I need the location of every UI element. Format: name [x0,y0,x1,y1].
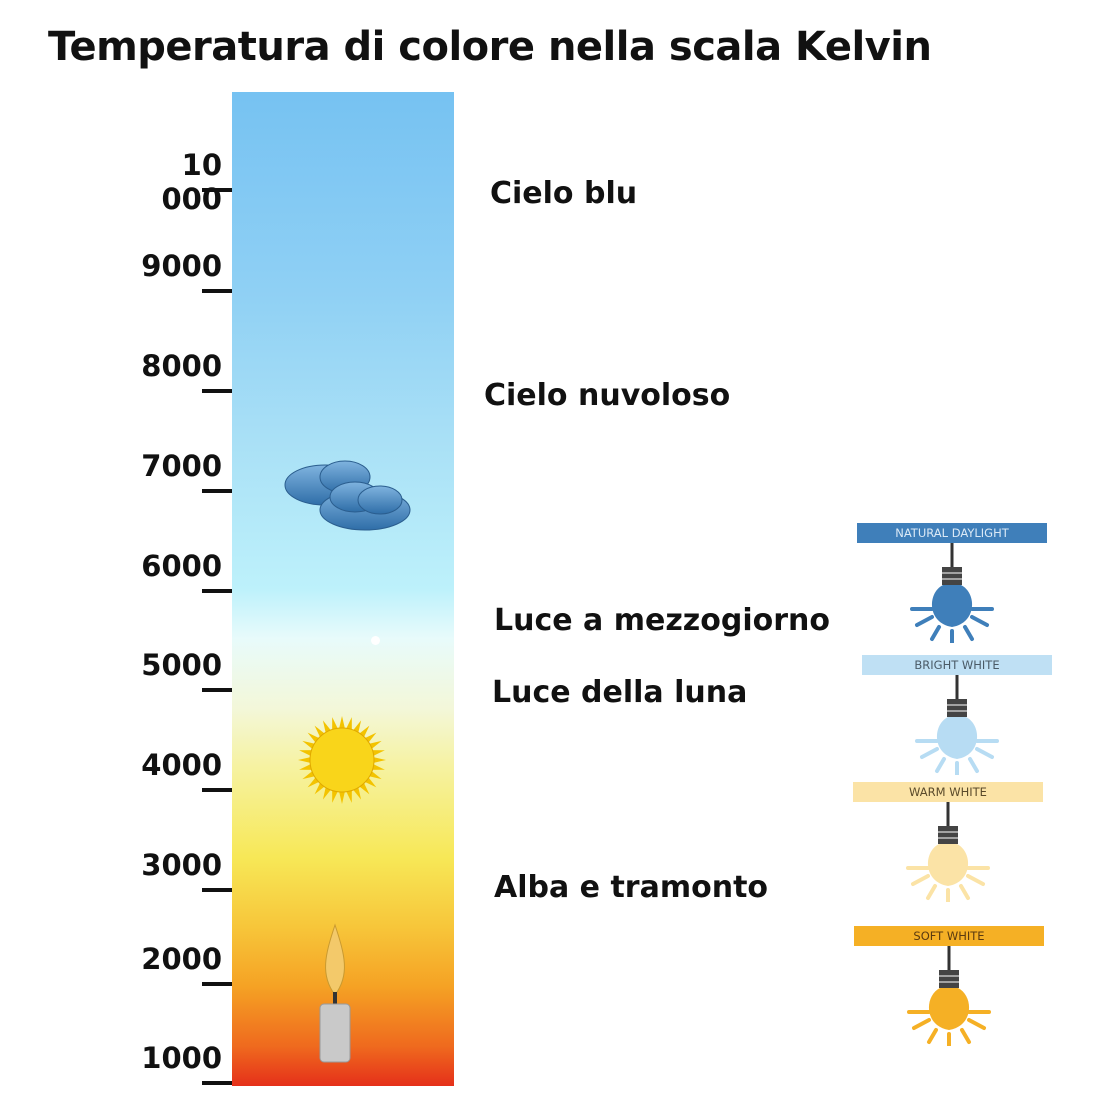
label-luce-mezzogiorno: Luce a mezzogiorno [494,603,831,638]
moon-icon [371,636,380,645]
scale-tick [202,389,232,393]
scale-tick [202,289,232,293]
scale-tick-label: 8000 [141,349,222,383]
bulb-warm-white: WARM WHITE [853,782,1043,902]
scale-tick-label: 5000 [141,648,222,682]
label-cielo-nuvoloso: Cielo nuvoloso [484,378,731,413]
sun-icon [298,716,386,804]
page-title: Temperatura di colore nella scala Kelvin [48,24,932,70]
light-bulb-icon [906,802,990,902]
bulb-bright-white: BRIGHT WHITE [862,655,1052,775]
bulb-label: BRIGHT WHITE [862,655,1052,675]
scale-tick-label: 4000 [141,748,222,782]
label-alba-tramonto: Alba e tramonto [494,870,769,905]
scale-tick-label: 7000 [141,449,222,483]
scale-tick-label: 3000 [141,848,222,882]
bulb-label: SOFT WHITE [854,926,1044,946]
scale-tick [202,489,232,493]
scale-tick [202,589,232,593]
light-bulb-icon [907,946,991,1046]
scale-tick [202,888,232,892]
color-temperature-gradient-bar [232,92,454,1086]
candle-icon [319,923,351,1063]
scale-tick-label: 2000 [141,942,222,976]
scale-tick [202,688,232,692]
light-bulb-icon [915,675,999,775]
light-bulb-icon [910,543,994,643]
label-cielo-blu: Cielo blu [490,176,638,211]
scale-tick-label: 9000 [141,249,222,283]
bulb-soft-white: SOFT WHITE [854,926,1044,1046]
label-luce-luna: Luce della luna [492,675,748,710]
scale-tick-label: 10 000 [161,148,222,216]
scale-tick [202,188,232,192]
scale-tick-label: 1000 [141,1041,222,1075]
scale-tick [202,982,232,986]
bulb-natural-daylight: NATURAL DAYLIGHT [857,523,1047,643]
scale-tick [202,788,232,792]
bulb-label: NATURAL DAYLIGHT [857,523,1047,543]
cloud-icon [284,460,411,531]
scale-tick-label: 6000 [141,549,222,583]
scale-tick [202,1081,232,1085]
bulb-label: WARM WHITE [853,782,1043,802]
